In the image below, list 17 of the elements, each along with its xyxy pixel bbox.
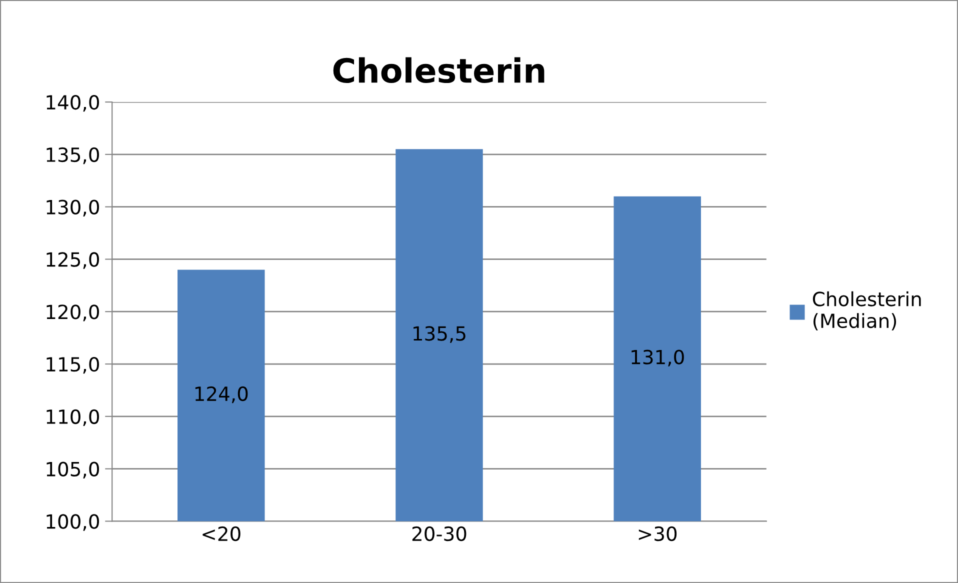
chart-title: Cholesterin [333,57,544,84]
y-tick-label: 140,0 [46,94,99,112]
legend-label: Cholesterin (Median) [812,291,921,330]
data-label: 135,5 [414,326,466,343]
data-label: 124,0 [195,386,248,404]
y-tick-label: 100,0 [46,514,99,531]
x-tick-label: >30 [638,526,677,542]
x-tick-label: 20-30 [412,526,466,542]
y-tick-label: 110,0 [46,409,99,426]
y-tick-label: 115,0 [46,356,99,374]
data-label: 131,0 [632,350,684,366]
y-tick-label: 130,0 [46,200,99,216]
y-tick-label: 135,0 [46,147,99,164]
y-tick-label: 125,0 [46,252,99,269]
x-tick-label: <20 [202,526,240,542]
y-tick-label: 105,0 [46,462,99,478]
y-tick-label: 120,0 [46,304,99,322]
